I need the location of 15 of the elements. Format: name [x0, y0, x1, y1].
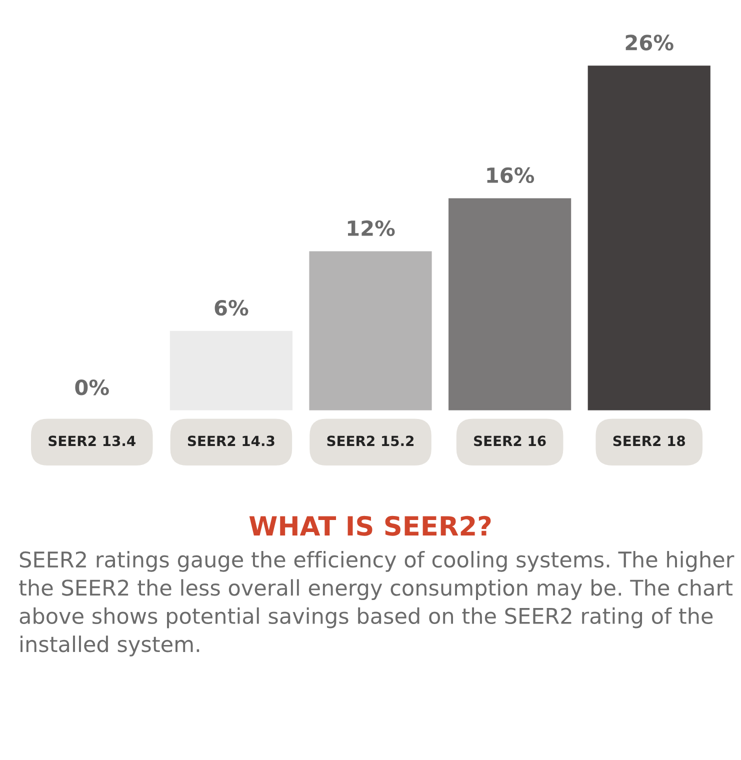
- data-label: 12%: [348, 220, 395, 236]
- x-tick-label: SEER2 15.2: [327, 436, 414, 446]
- data-label: 16%: [487, 167, 534, 184]
- x-tick-label: SEER2 16: [474, 436, 546, 446]
- data-label: 26%: [626, 34, 674, 50]
- bar: [588, 66, 710, 410]
- bar: [309, 251, 432, 410]
- bar: [448, 198, 572, 410]
- text: SEER2 ratings gauge the efficiency of cooling systems. The higher the SEER2 the less overall energy consumption may be. The chart above shows potential savings based on the SEER2 rating of the installed system.: [19, 551, 734, 656]
- x-tick-label: SEER2 13.4: [48, 436, 136, 446]
- x-tick-label: SEER2 14.3: [188, 436, 274, 446]
- x-tick-label: SEER2 18: [613, 436, 686, 446]
- data-label: 0%: [75, 379, 109, 396]
- text: WHAT IS SEER2?: [249, 516, 491, 536]
- data-label: 6%: [214, 300, 248, 316]
